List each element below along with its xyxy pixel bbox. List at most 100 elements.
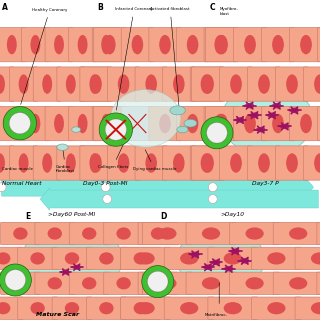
FancyBboxPatch shape <box>318 107 320 141</box>
FancyBboxPatch shape <box>230 222 280 245</box>
FancyBboxPatch shape <box>276 146 308 180</box>
Ellipse shape <box>311 302 320 314</box>
Ellipse shape <box>173 74 185 94</box>
Ellipse shape <box>7 35 17 54</box>
FancyBboxPatch shape <box>0 297 23 319</box>
Ellipse shape <box>118 74 129 94</box>
FancyBboxPatch shape <box>149 28 181 62</box>
FancyBboxPatch shape <box>176 107 209 141</box>
Text: Activated fibroblast: Activated fibroblast <box>150 7 190 106</box>
FancyBboxPatch shape <box>35 222 75 245</box>
FancyBboxPatch shape <box>52 297 92 319</box>
FancyBboxPatch shape <box>86 247 126 269</box>
Ellipse shape <box>267 252 285 265</box>
Ellipse shape <box>30 302 45 314</box>
FancyBboxPatch shape <box>108 67 140 101</box>
Polygon shape <box>254 126 265 133</box>
Ellipse shape <box>272 35 284 54</box>
Ellipse shape <box>82 228 96 240</box>
Circle shape <box>105 119 126 140</box>
FancyBboxPatch shape <box>92 107 120 141</box>
FancyBboxPatch shape <box>142 272 192 294</box>
Ellipse shape <box>101 114 111 133</box>
Circle shape <box>103 195 112 204</box>
FancyBboxPatch shape <box>192 146 224 180</box>
Ellipse shape <box>289 228 307 240</box>
Text: C: C <box>210 3 215 12</box>
Ellipse shape <box>30 114 40 133</box>
Ellipse shape <box>118 153 129 173</box>
FancyBboxPatch shape <box>208 247 258 269</box>
Ellipse shape <box>66 74 76 94</box>
Ellipse shape <box>216 35 228 54</box>
FancyBboxPatch shape <box>176 28 209 62</box>
FancyBboxPatch shape <box>163 67 195 101</box>
Ellipse shape <box>286 74 298 94</box>
Ellipse shape <box>202 228 220 240</box>
Polygon shape <box>270 102 281 109</box>
Polygon shape <box>202 264 212 270</box>
Ellipse shape <box>66 153 76 173</box>
Ellipse shape <box>202 277 220 289</box>
Ellipse shape <box>54 35 64 54</box>
FancyBboxPatch shape <box>252 297 301 319</box>
Ellipse shape <box>214 35 226 54</box>
FancyBboxPatch shape <box>138 272 178 294</box>
Circle shape <box>208 195 217 204</box>
Text: Collagen fibers: Collagen fibers <box>98 134 128 169</box>
Ellipse shape <box>116 228 131 240</box>
Ellipse shape <box>90 74 99 94</box>
Ellipse shape <box>244 114 256 133</box>
FancyBboxPatch shape <box>69 107 97 141</box>
Text: D: D <box>160 212 166 221</box>
FancyBboxPatch shape <box>0 146 14 180</box>
Ellipse shape <box>110 90 181 147</box>
FancyBboxPatch shape <box>318 28 320 62</box>
Ellipse shape <box>19 153 28 173</box>
Polygon shape <box>278 123 289 130</box>
Polygon shape <box>248 112 259 118</box>
Circle shape <box>101 183 110 192</box>
Text: Day3-7 P: Day3-7 P <box>252 181 279 186</box>
Polygon shape <box>210 259 220 266</box>
Ellipse shape <box>286 153 298 173</box>
Ellipse shape <box>202 153 214 173</box>
FancyBboxPatch shape <box>69 272 109 294</box>
FancyBboxPatch shape <box>208 297 258 319</box>
FancyBboxPatch shape <box>273 272 320 294</box>
FancyBboxPatch shape <box>1 272 40 294</box>
FancyBboxPatch shape <box>190 67 222 101</box>
FancyBboxPatch shape <box>317 222 320 245</box>
FancyBboxPatch shape <box>262 28 294 62</box>
FancyBboxPatch shape <box>57 146 85 180</box>
Ellipse shape <box>216 114 228 133</box>
FancyBboxPatch shape <box>69 28 97 62</box>
Text: >Day10: >Day10 <box>220 212 244 217</box>
Ellipse shape <box>180 252 198 265</box>
FancyArrow shape <box>40 188 318 210</box>
Ellipse shape <box>180 302 198 314</box>
Polygon shape <box>234 117 244 123</box>
FancyBboxPatch shape <box>0 107 26 141</box>
Ellipse shape <box>145 74 157 94</box>
Text: >Day60 Post-MI: >Day60 Post-MI <box>48 212 96 217</box>
Ellipse shape <box>21 227 123 291</box>
Ellipse shape <box>104 35 116 54</box>
Ellipse shape <box>300 114 312 133</box>
Ellipse shape <box>314 74 320 94</box>
Ellipse shape <box>272 114 284 133</box>
Text: A: A <box>2 3 7 12</box>
FancyBboxPatch shape <box>164 297 214 319</box>
Ellipse shape <box>177 126 188 133</box>
Wedge shape <box>99 113 132 146</box>
Ellipse shape <box>201 153 212 173</box>
Wedge shape <box>142 266 174 298</box>
FancyBboxPatch shape <box>18 297 58 319</box>
Ellipse shape <box>176 230 266 288</box>
Text: Matrifibroc-: Matrifibroc- <box>204 313 228 317</box>
Text: Myofibro-: Myofibro- <box>219 7 238 11</box>
FancyBboxPatch shape <box>192 67 224 101</box>
FancyArrow shape <box>2 176 314 198</box>
Ellipse shape <box>134 252 148 265</box>
Ellipse shape <box>90 153 102 173</box>
